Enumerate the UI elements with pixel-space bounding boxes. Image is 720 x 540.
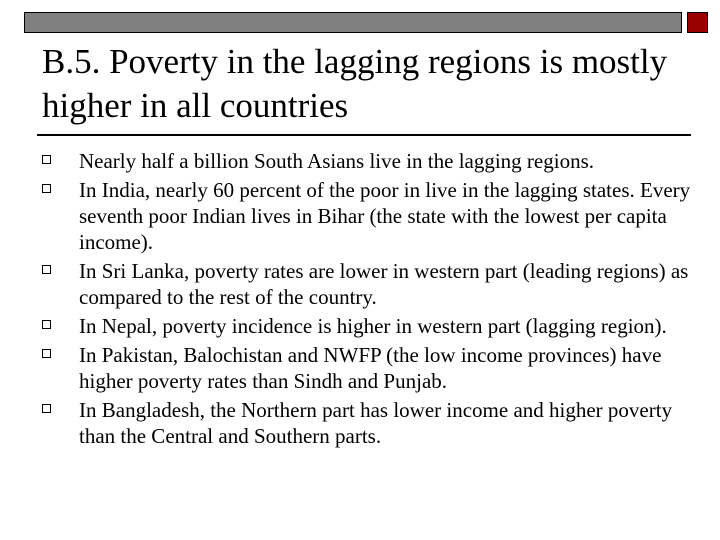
bullet-item: In Sri Lanka, poverty rates are lower in… <box>40 258 705 310</box>
bullet-text: Nearly half a billion South Asians live … <box>79 149 595 173</box>
bullet-text: In Bangladesh, the Northern part has low… <box>79 398 673 448</box>
bullet-text: In Nepal, poverty incidence is higher in… <box>79 314 667 338</box>
corner-square-icon <box>687 12 708 33</box>
hollow-square-bullet-icon <box>42 184 51 193</box>
bullet-item: In Bangladesh, the Northern part has low… <box>40 397 705 449</box>
bullet-text: In Sri Lanka, poverty rates are lower in… <box>79 259 689 309</box>
bullet-item: In India, nearly 60 percent of the poor … <box>40 177 705 255</box>
bullet-text: In Pakistan, Balochistan and NWFP (the l… <box>79 343 662 393</box>
hollow-square-bullet-icon <box>42 155 51 164</box>
top-decorative-bar <box>24 12 682 33</box>
hollow-square-bullet-icon <box>42 320 51 329</box>
hollow-square-bullet-icon <box>42 349 51 358</box>
bullet-item: Nearly half a billion South Asians live … <box>40 148 705 174</box>
bullet-text: In India, nearly 60 percent of the poor … <box>79 178 691 254</box>
slide-title: B.5. Poverty in the lagging regions is m… <box>42 42 668 125</box>
bullet-item: In Pakistan, Balochistan and NWFP (the l… <box>40 342 705 394</box>
hollow-square-bullet-icon <box>42 404 51 413</box>
bullet-list: Nearly half a billion South Asians live … <box>40 148 705 452</box>
title-divider <box>37 134 691 136</box>
bullet-item: In Nepal, poverty incidence is higher in… <box>40 313 705 339</box>
hollow-square-bullet-icon <box>42 265 51 274</box>
